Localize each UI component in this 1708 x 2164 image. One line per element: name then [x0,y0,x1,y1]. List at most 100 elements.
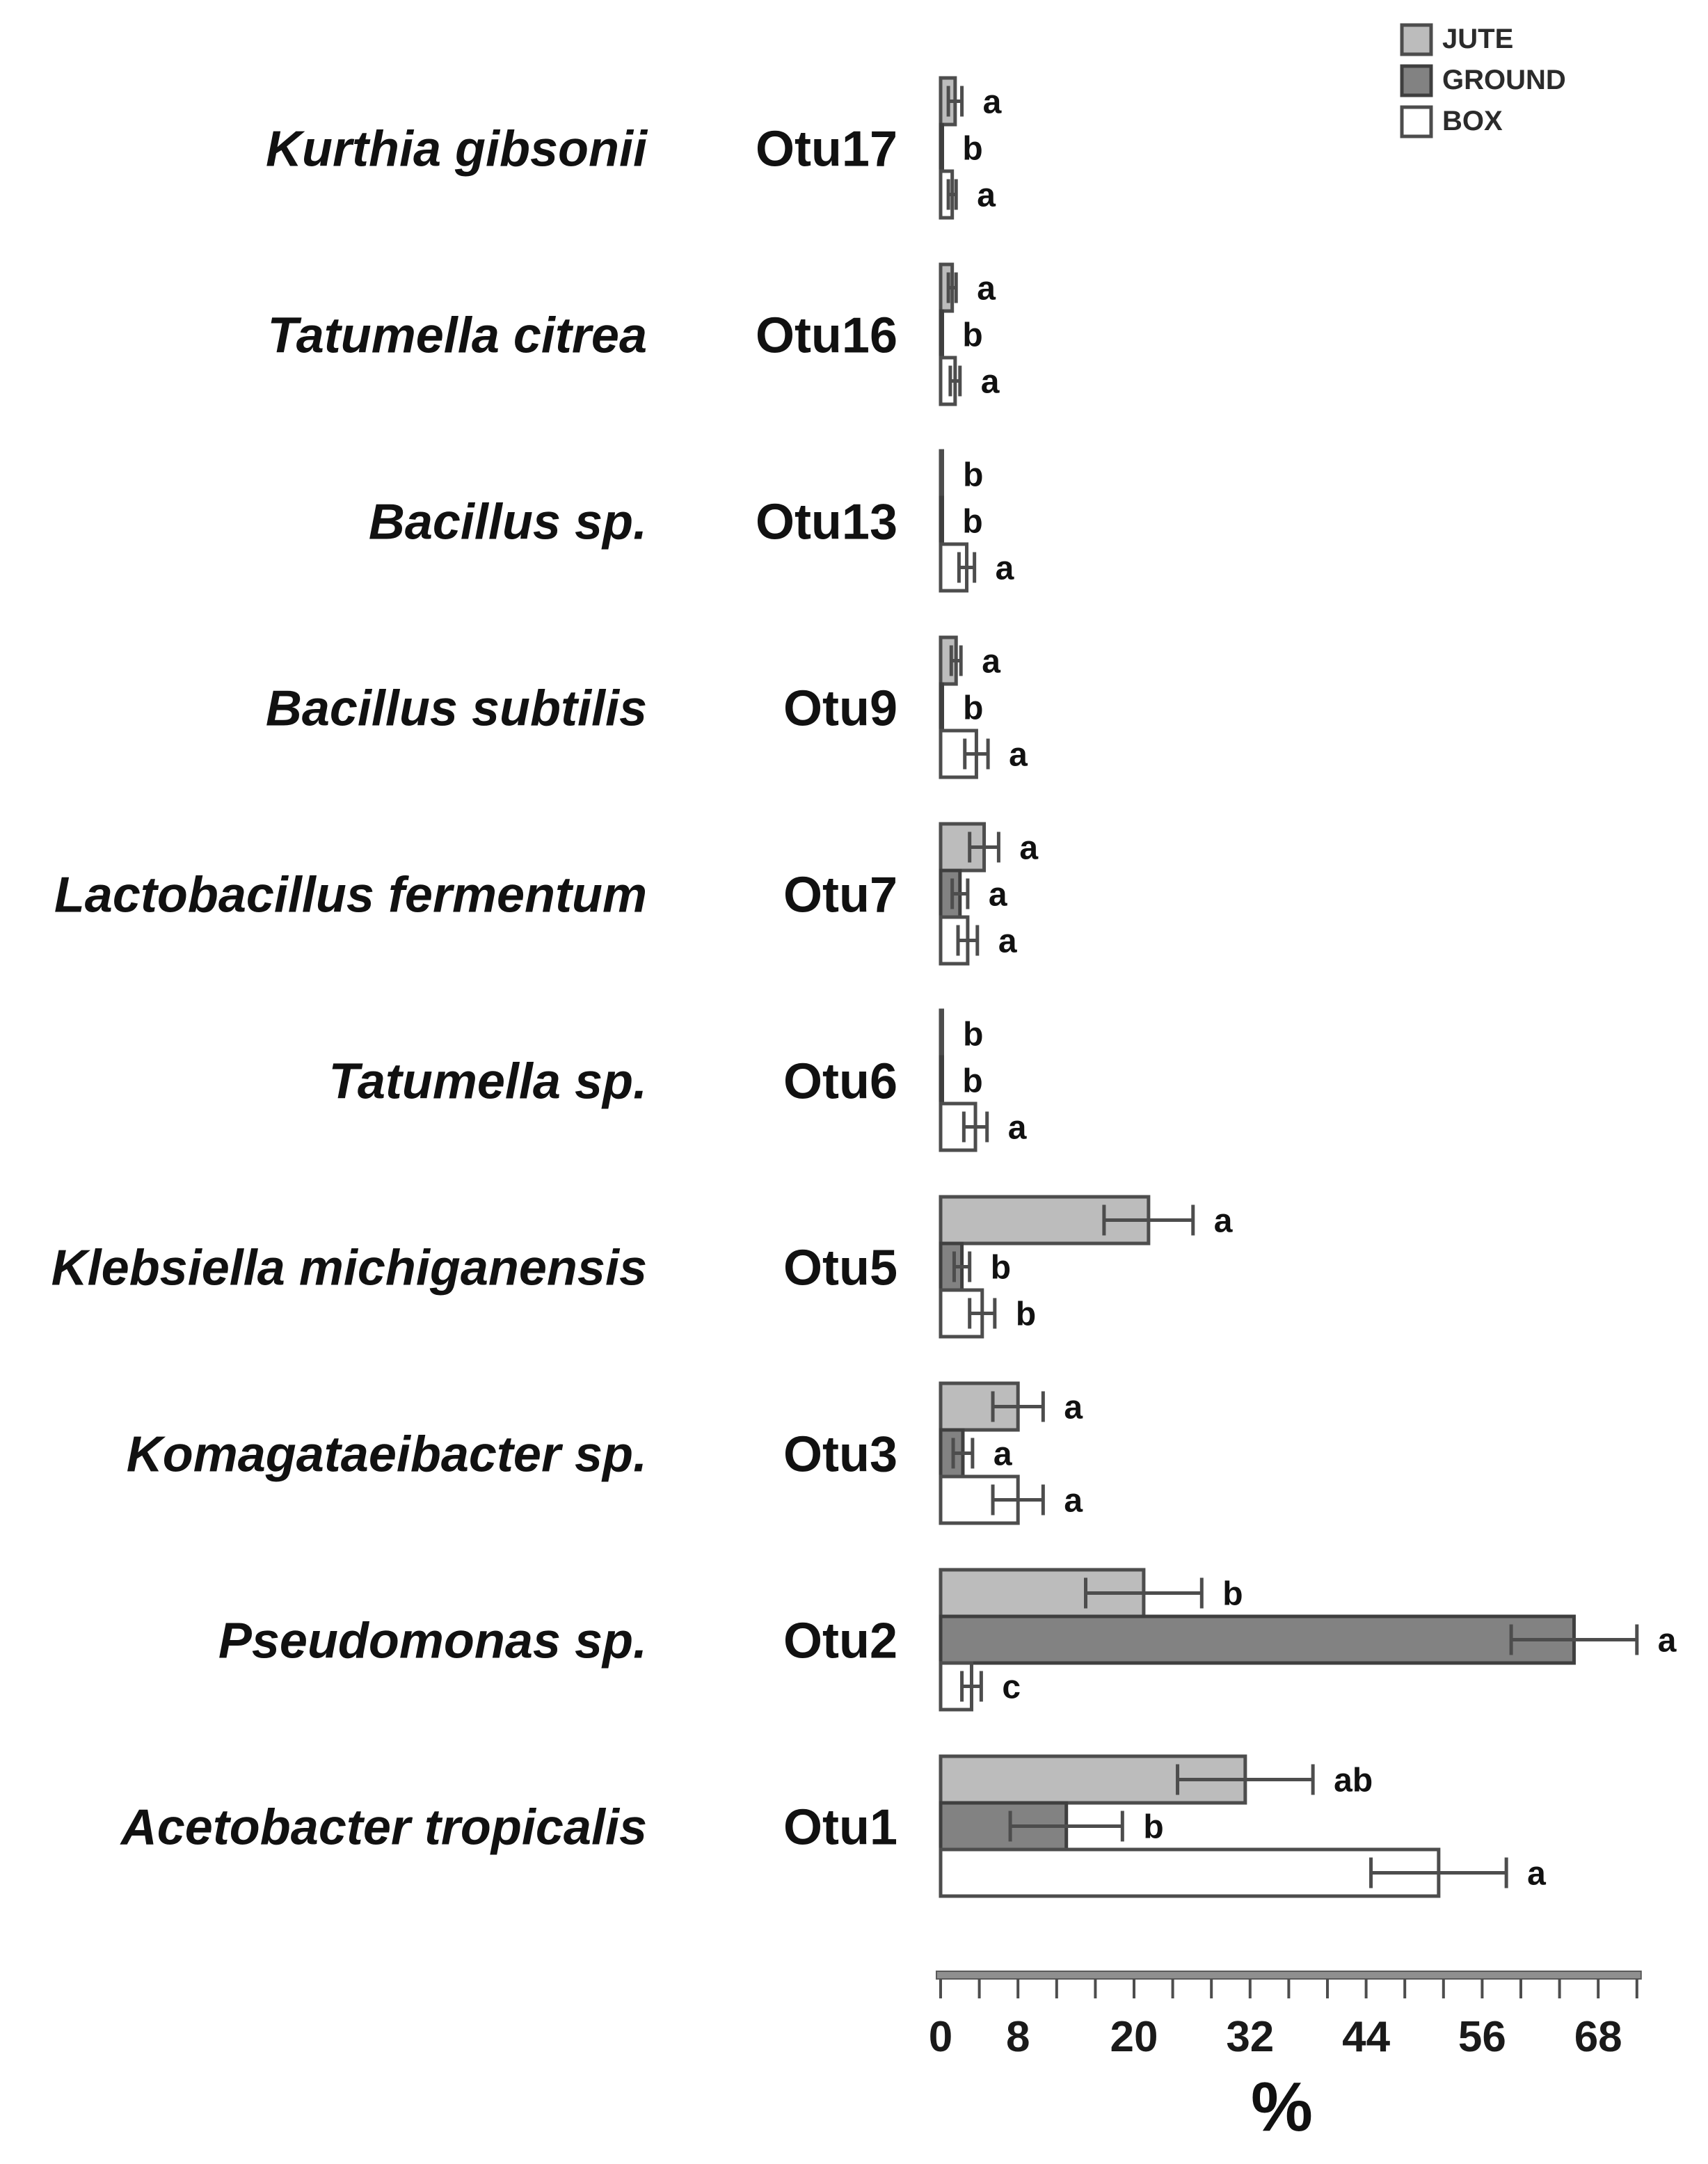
sig-letter: ab [1334,1763,1373,1799]
error-bar [946,272,958,303]
otu-label: Otu2 [783,1614,897,1669]
bar-ground [939,682,944,733]
legend-label: GROUND [1442,65,1566,95]
error-bar [957,552,977,583]
otu-group: Komagataeibacter sp. Otu3 a a a [127,1381,1083,1525]
species-label: Bacillus subtilis [266,681,647,737]
bar-ground [939,1614,1576,1665]
sig-letter: a [977,271,996,308]
x-tick-label: 32 [1226,2013,1274,2061]
x-tick-label: 8 [1006,2013,1030,2061]
x-tick-label: 68 [1574,2013,1622,2061]
sig-letter: a [982,644,1000,681]
sig-letter: b [991,1250,1011,1287]
otu-group: Tatumella citrea Otu16 aba [267,262,1000,406]
error-bar [1176,1764,1315,1795]
bar-ground [939,309,944,360]
x-axis-line [936,1971,1642,1980]
sig-letter: b [963,457,983,494]
otu-label: Otu13 [756,495,897,550]
bar-ground [939,1055,944,1106]
species-label: Tatumella sp. [329,1054,647,1110]
otu-label: Otu9 [783,681,897,737]
species-label: Bacillus sp. [369,495,647,550]
error-bar [1008,1811,1124,1842]
otu-group: Klebsiella michiganensis Otu5 a bb [51,1195,1233,1339]
x-tick-label: 56 [1458,2013,1506,2061]
species-label: Klebsiella michiganensis [51,1241,647,1296]
error-bar [968,832,1000,863]
otu-group: Bacillus subtilis Otu9 aba [266,635,1028,779]
error-bar [1084,1577,1204,1609]
legend-label: JUTE [1442,24,1513,54]
error-bar [1369,1857,1508,1888]
x-tick-label: 44 [1342,2013,1390,2061]
otu-label: Otu16 [756,308,897,364]
otu-label: Otu6 [783,1054,897,1110]
error-bar [1102,1204,1195,1236]
error-bar [963,738,990,770]
legend-swatch-jute [1400,23,1433,56]
sig-letter: b [962,1063,982,1100]
sig-letter: a [983,84,1002,121]
sig-letter: a [1214,1203,1233,1240]
x-axis: 0 8 20 32 44 56 68% [929,1971,1642,2146]
sig-letter: b [963,690,983,727]
sig-letter: b [962,504,982,541]
otu-label: Otu3 [783,1427,897,1483]
species-label: Komagataeibacter sp. [127,1427,647,1483]
species-label: Acetobacter tropicalis [120,1800,647,1856]
species-label: Pseudomonas sp. [218,1614,647,1669]
error-bar [946,86,964,117]
error-bar [991,1391,1045,1422]
species-label: Lactobacillus fermentum [54,868,647,923]
otu-group: Acetobacter tropicalis Otu1 ab b a [120,1754,1546,1898]
species-label: Kurthia gibsonii [266,122,648,177]
error-bar [950,878,970,909]
sig-letter: a [993,1436,1012,1473]
sig-letter: a [996,550,1014,587]
sig-letter: b [962,131,982,168]
otu-group: Pseudomonas sp. Otu2 b a c [218,1568,1677,1712]
bar-ground [939,495,944,546]
sig-letter: b [1222,1576,1243,1613]
sig-letter: a [989,877,1007,914]
sig-letter: a [1658,1623,1677,1660]
error-bar [952,1251,972,1282]
legend-swatch-ground [1400,64,1433,97]
otu-label: Otu17 [756,122,897,177]
x-tick-label: 20 [1110,2013,1158,2061]
bar-jute [939,449,944,500]
sig-letter: a [1008,1110,1027,1147]
x-axis-title: % [1251,2068,1313,2146]
error-bar [1509,1624,1639,1655]
sig-letter: a [1019,830,1038,867]
legend: JUTE GROUND BOX [1400,23,1566,138]
error-bar [949,645,963,676]
error-bar [968,1298,997,1329]
sig-letter: c [1002,1669,1021,1706]
sig-letter: b [962,317,982,354]
bar-ground [939,122,944,173]
sig-letter: a [998,923,1017,960]
sig-letter: b [1016,1296,1036,1333]
legend-label: BOX [1442,106,1503,136]
sig-letter: a [1064,1390,1083,1426]
otu-group: Kurthia gibsonii Otu17 aba [266,76,1002,220]
sig-letter: a [1527,1856,1546,1893]
error-bar [946,179,958,210]
error-bar [991,1484,1045,1515]
sig-letter: a [1064,1483,1083,1520]
bar-jute [939,1008,944,1059]
otu-label: Otu5 [783,1241,897,1296]
error-bar [956,925,980,956]
otu-label: Otu1 [783,1800,897,1856]
error-bar [961,1111,989,1143]
species-label: Tatumella citrea [267,308,647,364]
sig-letter: a [1009,737,1028,774]
error-bar [960,1671,983,1702]
